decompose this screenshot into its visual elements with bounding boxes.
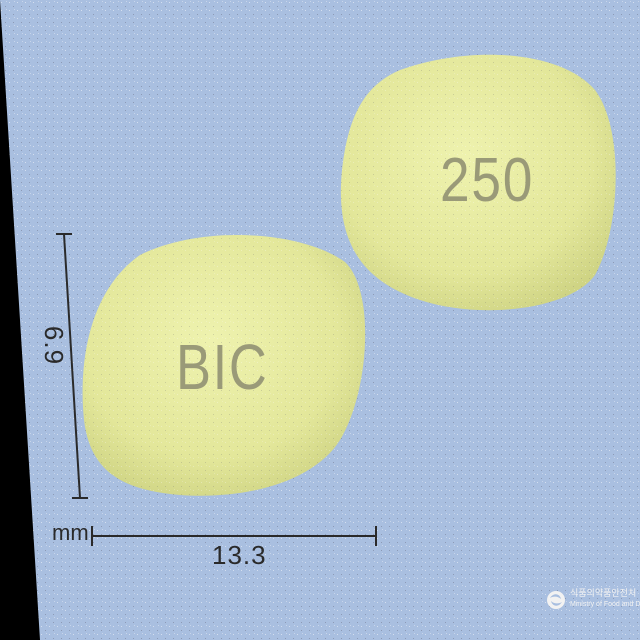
height-label: 6.9 [39, 325, 70, 366]
tablet-front-imprint: BIC [176, 331, 269, 403]
unit-label: mm [52, 520, 89, 545]
tablet-back-imprint: 250 [440, 146, 535, 215]
ministry-emblem-icon [547, 591, 565, 609]
width-dimension-line [91, 526, 377, 546]
width-label: 13.3 [212, 540, 267, 570]
watermark-line-english: Ministry of Food and Drug Safety [570, 601, 640, 608]
watermark-line-korean: 식품의약품안전처 [570, 588, 637, 598]
watermark-text: 식품의약품안전처 Ministry of Food and Drug Safet… [570, 588, 640, 610]
height-dimension-line [56, 233, 88, 499]
watermark: 식품의약품안전처 Ministry of Food and Drug Safet… [546, 588, 640, 610]
